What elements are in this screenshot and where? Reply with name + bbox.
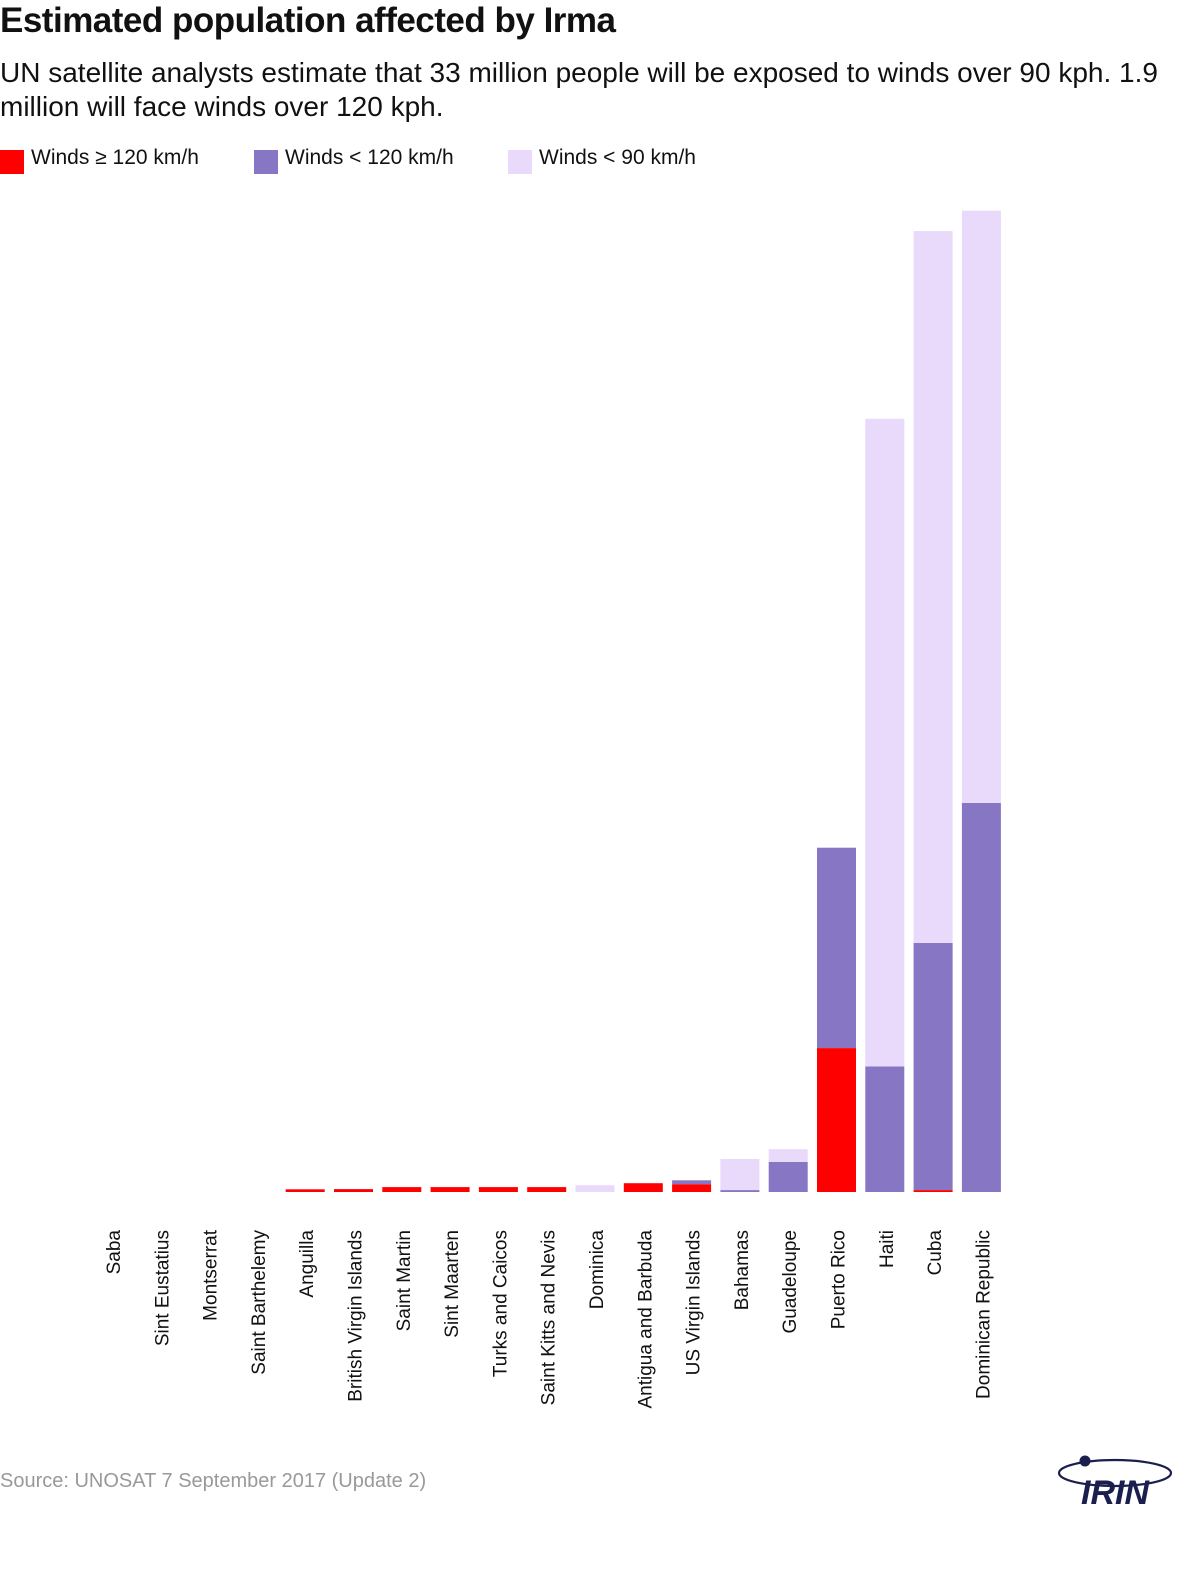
x-tick-label-us-virgin-islands: US Virgin Islands <box>684 1230 705 1375</box>
x-tick-label-guadeloupe: Guadeloupe <box>780 1230 801 1334</box>
bar-puerto-rico-series-1 <box>817 1048 856 1192</box>
chart-subtitle: UN satellite analysts estimate that 33 m… <box>0 57 1158 122</box>
x-tick-label-sint-eustatius: Sint Eustatius <box>152 1230 173 1346</box>
bar-antigua-and-barbuda-series-1 <box>623 1183 663 1192</box>
x-tick-label-cuba: Cuba <box>925 1230 946 1276</box>
legend-swatch-lavender <box>508 150 532 174</box>
x-tick-label-saba: Saba <box>104 1230 125 1275</box>
x-tick-label-saint-barthelemy: Saint Barthelemy <box>249 1230 270 1375</box>
bar-haiti-series-3 <box>865 418 905 1067</box>
x-tick-label-haiti: Haiti <box>877 1230 898 1268</box>
stacked-bar-chart: Saba Sint Eustatius Montserrat Saint Barthe… <box>104 210 1001 1409</box>
x-tick-label-british-virgin-islands: British Virgin Islands <box>346 1230 367 1402</box>
logo-dot <box>1079 1455 1091 1467</box>
bar-bahamas-series-2 <box>720 1190 760 1192</box>
bar-us-virgin-islands-series-1 <box>672 1184 712 1192</box>
legend-label: Winds ≥ 120 km/h <box>31 146 199 169</box>
legend-label: Winds < 120 km/h <box>285 146 454 169</box>
logo-orbit-ring <box>1057 1458 1173 1488</box>
legend-swatch-purple <box>254 150 278 174</box>
bar-anguilla-series-1 <box>285 1189 325 1192</box>
bar-sint-maarten-series-1 <box>430 1187 470 1192</box>
x-tick-label-dominican-republic: Dominican Republic <box>973 1230 994 1399</box>
bar-turks-and-caicos-series-1 <box>478 1187 518 1192</box>
legend-swatch-red <box>0 150 24 174</box>
legend-label: Winds < 90 km/h <box>539 146 696 169</box>
bar-cuba-series-2 <box>913 943 953 1190</box>
bar-saint-kitts-and-nevis-series-1 <box>527 1187 567 1192</box>
x-tick-label-sint-maarten: Sint Maarten <box>442 1230 463 1338</box>
bar-dominica-series-3 <box>575 1185 615 1192</box>
bar-bahamas-series-3 <box>720 1158 760 1190</box>
source-note: Source: UNOSAT 7 September 2017 (Update … <box>0 1470 427 1492</box>
logo-text: IRIN <box>1081 1474 1150 1512</box>
bar-cuba-series-3 <box>913 231 953 944</box>
x-tick-label-montserrat: Montserrat <box>201 1229 222 1321</box>
bar-guadeloupe-series-2 <box>768 1161 808 1192</box>
x-tick-label-antigua-and-barbuda: Antigua and Barbuda <box>635 1230 656 1409</box>
bar-haiti-series-2 <box>865 1066 905 1192</box>
x-tick-label-anguilla: Anguilla <box>297 1230 318 1298</box>
bars-group <box>285 210 1001 1192</box>
bar-dominican-republic-series-2 <box>961 803 1001 1192</box>
x-tick-label-dominica: Dominica <box>587 1230 608 1310</box>
bar-guadeloupe-series-3 <box>768 1149 808 1162</box>
x-tick-label-saint-kitts-and-nevis: Saint Kitts and Nevis <box>539 1230 560 1405</box>
x-tick-label-saint-martin: Saint Martin <box>394 1230 415 1331</box>
legend: Winds ≥ 120 km/h Winds < 120 km/h Winds … <box>0 144 1180 174</box>
chart-title: Estimated population affected by Irma <box>0 1 616 40</box>
bar-british-virgin-islands-series-1 <box>334 1189 373 1192</box>
x-tick-label-turks-and-caicos: Turks and Caicos <box>490 1230 511 1377</box>
irin-logo: IRIN <box>1057 1455 1173 1512</box>
x-tick-label-puerto-rico: Puerto Rico <box>829 1230 850 1329</box>
x-tick-labels: Saba Sint Eustatius Montserrat Saint Barthe… <box>104 1229 994 1408</box>
bar-dominican-republic-series-3 <box>961 210 1001 803</box>
bar-saint-martin-series-1 <box>382 1187 422 1192</box>
bar-us-virgin-islands-series-2 <box>672 1180 712 1185</box>
x-tick-label-bahamas: Bahamas <box>732 1230 753 1310</box>
bar-puerto-rico-series-2 <box>817 847 856 1048</box>
bar-cuba-series-1 <box>913 1190 953 1192</box>
